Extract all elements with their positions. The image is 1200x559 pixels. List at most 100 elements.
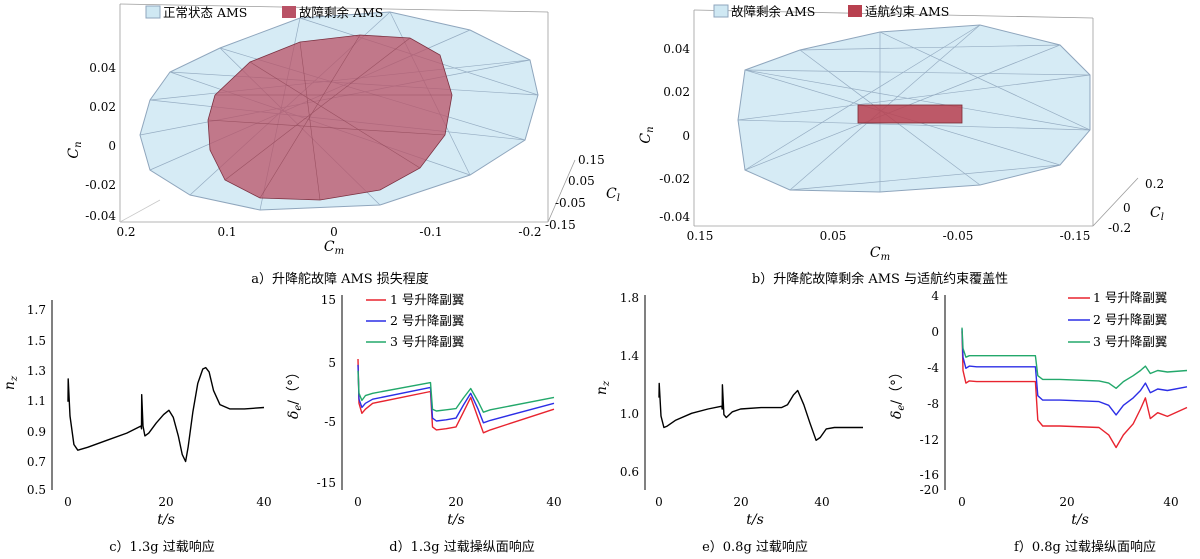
panel-c-plot-area (67, 366, 265, 463)
panel-b-x-tick: 0.15 (687, 229, 714, 243)
panel-b-y-tick: 0.02 (663, 85, 690, 99)
panel-c-y-tick: 1.5 (27, 334, 46, 348)
panel-d-series-line-1 (357, 358, 555, 434)
panel-b-z-tick: 0 (1123, 201, 1131, 215)
panel-c: 1.7 1.5 1.3 1.1 0.9 0.7 0.5 nz 0 20 40 t… (2, 300, 272, 555)
panel-f-x-tick: 20 (1059, 495, 1074, 509)
panel-d-y-tick: 5 (328, 356, 336, 370)
panel-f-series-line-3 (961, 327, 1188, 389)
panel-e-caption: e）0.8g 过载响应 (702, 539, 808, 555)
panel-b: 故障剩余 AMS 适航约束 AMS 0.04 0.02 0 -0.02 -0.0… (638, 4, 1164, 287)
panel-c-y-tick: 0.5 (27, 483, 46, 497)
panel-f-x-tick: 0 (958, 495, 966, 509)
panel-c-y-tick: 1.1 (27, 394, 46, 408)
panel-d-y-tick: 15 (321, 293, 336, 307)
panel-b-y-tick: -0.04 (659, 210, 690, 224)
panel-f-y-tick: -4 (927, 361, 939, 375)
panel-f-series-line-2 (961, 329, 1188, 416)
panel-a-y-tick: 0.02 (89, 100, 116, 114)
panel-d-x-tick: 40 (546, 495, 561, 509)
panel-f-y-tick: -12 (920, 433, 939, 447)
panel-d: 15 5 -5 -15 δe/（°） 0 20 40 t/s 1 号升降副翼 2… (286, 292, 562, 555)
panel-c-y-tick: 0.9 (27, 425, 46, 439)
panel-f-x-tick: 40 (1163, 495, 1178, 509)
panel-e: 1.8 1.4 1.0 0.6 nz 0 20 40 t/s e）0.8g 过载… (594, 291, 863, 555)
panel-c-caption: c）1.3g 过载响应 (109, 539, 214, 555)
panel-c-y-label: nz (2, 375, 20, 390)
panel-a-x-tick: 0.2 (116, 225, 135, 239)
panel-d-y-label: δe/（°） (286, 365, 304, 419)
panel-f-series-line-1 (961, 331, 1188, 449)
panel-d-legend-label-1: 1 号升降副翼 (390, 292, 464, 307)
panel-f-y-tick: -16 (920, 468, 939, 482)
panel-e-y-label: nz (594, 380, 612, 395)
panel-b-legend-residual-label: 故障剩余 AMS (731, 4, 815, 19)
panel-f: 4 0 -4 -8 -12 -16 -20 δe/（°） 0 20 40 t/s… (889, 289, 1188, 555)
panel-f-caption: f）0.8g 过载操纵面响应 (1014, 539, 1156, 555)
panel-a-y-label: Cn (66, 141, 84, 158)
panel-b-mesh (737, 24, 1091, 192)
panel-b-x-label: Cm (870, 245, 890, 263)
panel-e-series-line-1 (658, 382, 863, 441)
panel-e-x-tick: 40 (814, 495, 829, 509)
panel-b-caption: b）升降舵故障剩余 AMS 与适航约束覆盖性 (752, 271, 1008, 287)
panel-f-plot-area (961, 327, 1188, 449)
panel-f-legend-label-2: 2 号升降副翼 (1093, 312, 1167, 327)
panel-b-constraint-ams-box (857, 104, 963, 124)
panel-f-x-label: t/s (1071, 512, 1089, 528)
panel-b-x-tick: 0.05 (820, 229, 847, 243)
panel-e-y-tick: 1.4 (620, 349, 639, 363)
panel-e-y-tick: 0.6 (620, 465, 639, 479)
panel-a-legend-normal-swatch (145, 5, 161, 19)
panel-a-residual-ams-surface (207, 34, 453, 201)
panel-a-x-tick: 0.1 (217, 225, 236, 239)
panel-a-y-tick: -0.04 (85, 209, 116, 223)
panel-b-legend-constraint-swatch (848, 5, 862, 17)
panel-b-z-label: Cl (1150, 205, 1164, 223)
panel-f-y-tick: -8 (927, 397, 939, 411)
panel-e-y-tick: 1.0 (620, 407, 639, 421)
panel-a-z-tick: 0.05 (568, 174, 595, 188)
panel-d-caption: d）1.3g 过载操纵面响应 (389, 539, 534, 555)
panel-c-x-label: t/s (157, 512, 175, 528)
panel-b-x-tick: -0.15 (1060, 229, 1091, 243)
panel-a-caption: a）升降舵故障 AMS 损失程度 (251, 271, 429, 287)
panel-a-z-tick: -0.15 (545, 218, 576, 232)
panel-d-legend-label-3: 3 号升降副翼 (390, 334, 464, 349)
panel-a-z-tick: -0.05 (555, 196, 586, 210)
panel-b-y-label: Cn (638, 126, 656, 143)
panel-b-y-tick: -0.02 (659, 172, 690, 186)
panel-d-legend-label-2: 2 号升降副翼 (390, 313, 464, 328)
panel-f-legend-label-3: 3 号升降副翼 (1093, 334, 1167, 349)
panel-c-y-tick: 1.7 (27, 303, 46, 317)
panel-b-x-tick: -0.05 (943, 229, 974, 243)
panel-c-x-tick: 40 (256, 495, 271, 509)
panel-b-y-tick: 0 (682, 129, 690, 143)
panel-a-z-label: Cl (606, 186, 620, 204)
panel-d-plot-area (357, 358, 555, 434)
panel-c-y-tick: 0.7 (27, 455, 46, 469)
panel-a-y-tick: 0.04 (89, 61, 116, 75)
panel-d-series-line-2 (357, 364, 555, 424)
panel-a-y-tick: -0.02 (85, 178, 116, 192)
panel-f-y-label: δe/（°） (889, 365, 907, 419)
panel-b-legend-residual-swatch (713, 4, 729, 18)
panel-a-frame (119, 3, 576, 223)
panel-e-plot-area (658, 382, 863, 441)
panel-d-y-tick: -5 (324, 415, 336, 429)
panel-c-series-line-1 (67, 366, 265, 463)
panel-a-legend-residual-label: 故障剩余 AMS (299, 5, 383, 20)
panel-b-z-tick: 0.2 (1145, 177, 1164, 191)
panel-a-residual-mesh (207, 34, 452, 201)
panel-c-y-tick: 1.3 (27, 364, 46, 378)
panel-d-x-tick: 0 (354, 495, 362, 509)
panel-a-z-tick: 0.15 (578, 153, 605, 167)
panel-c-x-tick: 20 (158, 495, 173, 509)
panel-a-x-tick: 0 (330, 225, 338, 239)
panel-d-x-label: t/s (447, 512, 465, 528)
panel-e-x-tick: 20 (733, 495, 748, 509)
panel-d-x-tick: 20 (448, 495, 463, 509)
panel-b-legend-constraint-label: 适航约束 AMS (865, 4, 949, 19)
panel-b-z-tick: -0.2 (1108, 221, 1131, 235)
panel-a-legend-normal-label: 正常状态 AMS (163, 5, 247, 20)
